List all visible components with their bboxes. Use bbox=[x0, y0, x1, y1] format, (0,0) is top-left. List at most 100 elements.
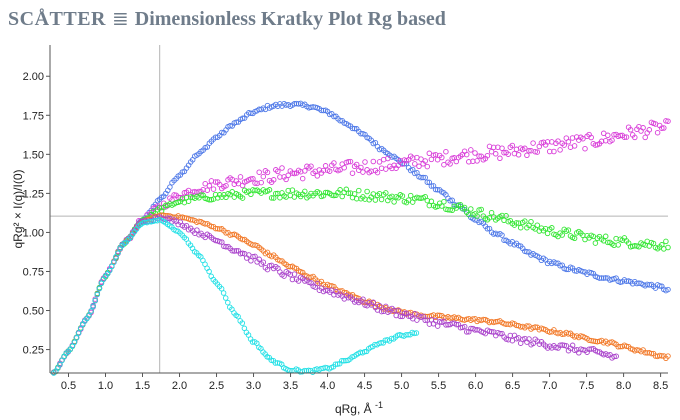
data-point bbox=[557, 262, 563, 269]
data-point bbox=[383, 190, 389, 196]
data-point bbox=[252, 180, 258, 186]
data-point bbox=[212, 179, 219, 185]
data-point bbox=[580, 268, 586, 275]
data-point bbox=[546, 329, 553, 335]
y-tick-label: 2.00 bbox=[23, 71, 44, 83]
menu-icon[interactable]: ≣ bbox=[111, 8, 129, 30]
data-point bbox=[559, 232, 565, 238]
data-point bbox=[349, 170, 356, 176]
data-point bbox=[632, 134, 638, 141]
data-point bbox=[571, 347, 578, 353]
data-point bbox=[592, 240, 599, 246]
data-point bbox=[372, 197, 379, 203]
data-point bbox=[73, 335, 80, 341]
data-point bbox=[412, 311, 418, 317]
data-point bbox=[428, 156, 435, 163]
data-point bbox=[611, 353, 617, 360]
data-point bbox=[385, 155, 391, 162]
data-point bbox=[424, 163, 431, 170]
data-point bbox=[588, 134, 594, 141]
data-point bbox=[615, 242, 621, 248]
data-point bbox=[414, 169, 420, 176]
data-point bbox=[488, 148, 495, 155]
data-point bbox=[412, 161, 418, 167]
data-point bbox=[266, 187, 273, 193]
data-point bbox=[524, 249, 530, 255]
data-point bbox=[279, 165, 285, 171]
data-point bbox=[208, 223, 215, 230]
y-axis-title: qRg² × I(q)/I(0) bbox=[11, 169, 25, 248]
data-point bbox=[534, 222, 541, 228]
data-point bbox=[334, 361, 341, 367]
data-point bbox=[434, 323, 441, 329]
data-point bbox=[549, 225, 555, 231]
data-point bbox=[659, 125, 665, 131]
data-point bbox=[289, 187, 296, 193]
data-point bbox=[492, 151, 499, 157]
data-point bbox=[461, 323, 468, 330]
data-point bbox=[490, 144, 497, 151]
data-point bbox=[413, 330, 420, 336]
data-point bbox=[522, 145, 528, 152]
data-point bbox=[252, 253, 258, 260]
data-point bbox=[171, 192, 177, 198]
data-point bbox=[347, 158, 354, 165]
data-point bbox=[223, 230, 229, 236]
data-point bbox=[376, 159, 383, 165]
series-layer bbox=[50, 100, 671, 376]
x-tick-label: 3.5 bbox=[283, 380, 298, 392]
data-point bbox=[362, 159, 368, 165]
data-point bbox=[204, 187, 211, 193]
data-point bbox=[235, 313, 241, 320]
data-point bbox=[299, 175, 306, 182]
data-point bbox=[528, 218, 534, 225]
data-point bbox=[602, 275, 609, 281]
data-point bbox=[447, 207, 453, 213]
data-point bbox=[661, 125, 667, 131]
data-point bbox=[331, 113, 337, 120]
data-point bbox=[654, 129, 661, 136]
data-point bbox=[341, 164, 347, 171]
data-point bbox=[605, 352, 611, 358]
data-point bbox=[329, 192, 335, 198]
chart-header: SCÅTTER ≣ Dimensionless Kratky Plot Rg bas… bbox=[8, 6, 446, 34]
data-point bbox=[275, 168, 281, 175]
data-point bbox=[115, 250, 121, 256]
data-point bbox=[383, 303, 389, 310]
data-point bbox=[602, 233, 609, 240]
data-point bbox=[314, 280, 321, 287]
data-point bbox=[374, 169, 381, 176]
data-point bbox=[420, 174, 426, 181]
data-point bbox=[210, 186, 217, 192]
data-point bbox=[289, 276, 296, 283]
chart-title: Dimensionless Kratky Plot Rg based bbox=[134, 8, 446, 30]
data-point bbox=[416, 163, 422, 170]
data-point bbox=[389, 193, 395, 200]
data-point bbox=[75, 330, 82, 336]
data-point bbox=[497, 330, 503, 337]
data-point bbox=[472, 150, 478, 156]
series-6 bbox=[50, 216, 420, 376]
data-point bbox=[656, 352, 663, 359]
data-point bbox=[270, 177, 277, 183]
data-point bbox=[447, 161, 453, 167]
data-point bbox=[663, 238, 669, 245]
x-tick-label: 7.0 bbox=[542, 380, 557, 392]
data-point bbox=[239, 195, 246, 201]
data-point bbox=[169, 197, 175, 203]
data-point bbox=[239, 115, 246, 122]
data-point bbox=[441, 161, 447, 168]
data-point bbox=[416, 195, 422, 201]
x-tick-label: 2.5 bbox=[209, 380, 224, 392]
data-point bbox=[411, 330, 418, 337]
data-point bbox=[497, 155, 503, 162]
data-point bbox=[395, 308, 402, 314]
data-point bbox=[563, 343, 570, 349]
data-point bbox=[561, 142, 567, 148]
data-point bbox=[403, 332, 409, 338]
data-point bbox=[233, 247, 240, 254]
data-point bbox=[250, 175, 256, 182]
data-point bbox=[646, 127, 653, 133]
y-tick-label: 0.25 bbox=[23, 345, 44, 357]
